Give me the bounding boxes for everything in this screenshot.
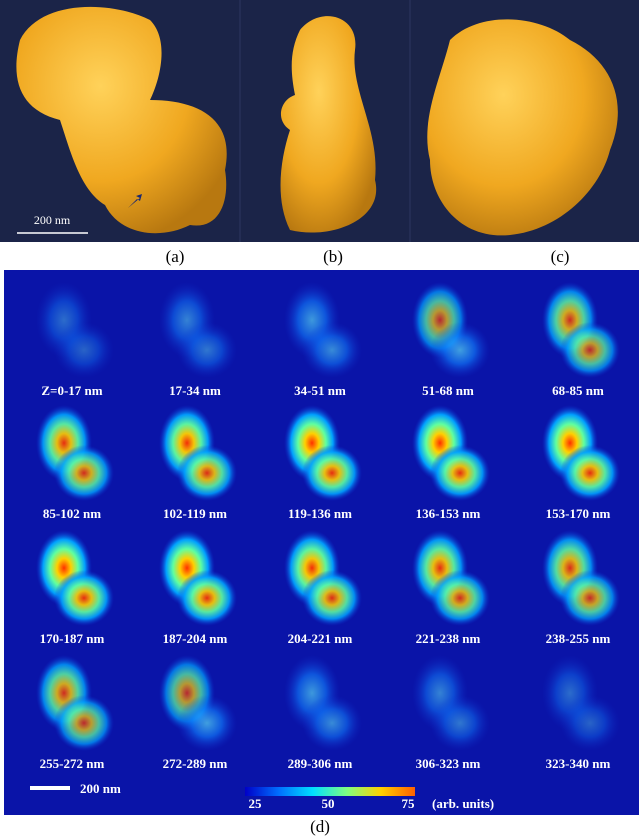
slice-label: 323-340 nm [546, 756, 611, 771]
blob [302, 570, 362, 626]
blob [54, 695, 114, 751]
blob [177, 445, 237, 501]
slice-label: 187-204 nm [163, 631, 228, 646]
blob [560, 695, 620, 751]
blob [54, 445, 114, 501]
slice-label: 204-221 nm [288, 631, 353, 646]
slice-label: 34-51 nm [294, 383, 346, 398]
slice-label: 238-255 nm [546, 631, 611, 646]
blob [177, 570, 237, 626]
scale-label: 200 nm [80, 781, 121, 796]
colorbar-tick-label: 25 [249, 796, 263, 811]
colorbar-tick-label: 75 [402, 796, 416, 811]
blob [54, 322, 114, 378]
slice-label: 85-102 nm [43, 506, 101, 521]
blob [430, 322, 490, 378]
slice-label: 306-323 nm [416, 756, 481, 771]
panel-label: (d) [310, 817, 330, 836]
figure: 200 nm (a) (b) (c) Z=0-17 nm 17-34 nm 34-5… [0, 0, 639, 839]
colorbar-unit: (arb. units) [432, 796, 494, 811]
panel-label: (c) [551, 247, 570, 266]
blob [177, 695, 237, 751]
slice-label: 221-238 nm [416, 631, 481, 646]
blob [560, 445, 620, 501]
slice-label: 119-136 nm [288, 506, 352, 521]
panel-label: (b) [323, 247, 343, 266]
blob [560, 570, 620, 626]
slice-label: 170-187 nm [40, 631, 105, 646]
slice-label: 153-170 nm [546, 506, 611, 521]
panel-label: (a) [166, 247, 185, 266]
blob [54, 570, 114, 626]
slice-label: 68-85 nm [552, 383, 604, 398]
slice-label: 272-289 nm [163, 756, 228, 771]
blob [177, 322, 237, 378]
blob [302, 445, 362, 501]
slice-label: 102-119 nm [163, 506, 227, 521]
blob [302, 695, 362, 751]
blob [430, 695, 490, 751]
slice-label: 255-272 nm [40, 756, 105, 771]
slice-label: 289-306 nm [288, 756, 353, 771]
slice-label: Z=0-17 nm [41, 383, 102, 398]
blob [560, 322, 620, 378]
blob [430, 570, 490, 626]
slice-label: 17-34 nm [169, 383, 221, 398]
blob [302, 322, 362, 378]
colorbar-tick-label: 50 [322, 796, 335, 811]
page: {"panels": {"a": "(a)", "b": "(b)", "c":… [0, 0, 639, 839]
slice-label: 51-68 nm [422, 383, 474, 398]
slice-label: 136-153 nm [416, 506, 481, 521]
scale-label: 200 nm [34, 213, 71, 227]
colorbar [245, 787, 415, 796]
blob [430, 445, 490, 501]
